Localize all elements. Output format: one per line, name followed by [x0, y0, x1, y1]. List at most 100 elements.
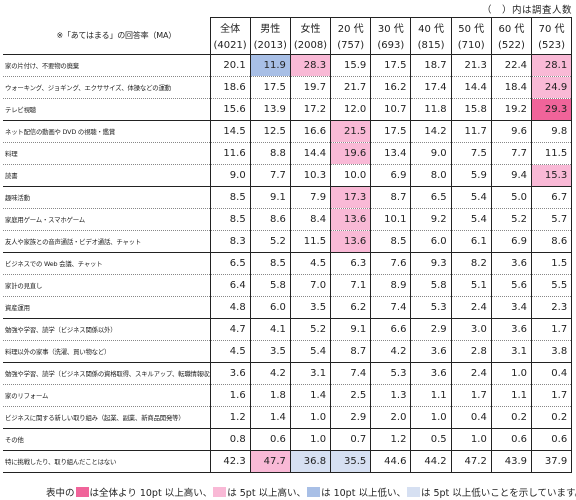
row-label: その他	[3, 428, 210, 451]
table-row: 料理以外の家事（洗濯、買い物など） 4.5 3.5 5.4 8.7 4.2 3.6 2.8 3.…	[3, 340, 573, 363]
value-cell: 8.5	[209, 208, 251, 231]
value-cell: 21.3	[450, 54, 492, 77]
row-label: ビジネスに関する新しい取り組み（起業、副業、新商品開発等）	[3, 406, 210, 429]
value-cell: 11.9	[249, 54, 291, 77]
value-cell: 7.4	[370, 296, 411, 319]
value-cell: 13.6	[330, 230, 371, 253]
value-cell: 28.1	[530, 54, 573, 77]
value-cell: 6.7	[530, 186, 573, 209]
value-cell: 8.7	[370, 186, 411, 209]
value-cell: 0.6	[490, 428, 532, 451]
value-cell: 16.2	[370, 76, 411, 99]
table-row: ビジネスに関する新しい取り組み（起業、副業、新商品開発等） 1.2 1.4 1.0 2.…	[3, 406, 573, 429]
value-cell: 11.5	[530, 142, 573, 165]
value-cell: 5.9	[450, 164, 492, 187]
value-cell: 8.7	[330, 340, 371, 363]
value-cell: 11.8	[410, 98, 452, 121]
value-cell: 12.0	[330, 98, 371, 121]
column-count: (4021)	[209, 36, 251, 55]
value-cell: 15.9	[330, 54, 371, 77]
table-row: ビジネスでの Web 会議、チャット 6.5 8.5 4.5 6.3 7.6 9.3 8.2 3…	[3, 252, 573, 275]
value-cell: 4.8	[209, 296, 251, 319]
value-cell: 5.3	[410, 296, 452, 319]
column-header: 30 代	[370, 17, 411, 36]
value-cell: 2.4	[450, 296, 492, 319]
value-cell: 17.5	[370, 120, 411, 143]
value-cell: 9.1	[249, 186, 291, 209]
column-header: 70 代	[530, 17, 573, 36]
value-cell: 5.4	[450, 186, 492, 209]
legend-swatch	[406, 487, 420, 497]
value-cell: 9.0	[410, 142, 452, 165]
value-cell: 16.6	[289, 120, 331, 143]
value-cell: 42.3	[209, 450, 251, 473]
value-cell: 4.5	[209, 340, 251, 363]
value-cell: 5.2	[490, 208, 532, 231]
value-cell: 11.6	[209, 142, 251, 165]
column-count: (523)	[530, 36, 573, 55]
table-row: 家の片付け、不要物の廃棄 20.1 11.9 28.3 15.9 17.5 18.7 21.3…	[3, 54, 573, 77]
value-cell: 5.4	[289, 340, 331, 363]
value-cell: 8.5	[249, 252, 291, 275]
legend-swatch	[307, 487, 321, 497]
value-cell: 4.2	[370, 340, 411, 363]
value-cell: 1.0	[450, 428, 492, 451]
value-cell: 4.1	[249, 318, 291, 341]
table-row: 資産運用 4.8 6.0 3.5 6.2 7.4 5.3 2.4 3.4 2.3	[3, 296, 573, 319]
value-cell: 10.0	[330, 164, 371, 187]
value-cell: 2.0	[370, 406, 411, 429]
row-label: 料理以外の家事（洗濯、買い物など）	[3, 340, 210, 363]
value-cell: 1.1	[490, 384, 532, 407]
legend-text: は 5pt 以上高い、	[227, 488, 307, 499]
value-cell: 43.9	[490, 450, 532, 473]
value-cell: 5.0	[490, 186, 532, 209]
value-cell: 13.9	[249, 98, 291, 121]
value-cell: 3.5	[289, 296, 331, 319]
table-row: 料理 11.6 8.8 14.4 19.6 13.4 9.0 7.5 7.7 11.5	[3, 142, 573, 165]
column-header: 40 代	[410, 17, 452, 36]
value-cell: 28.3	[289, 54, 331, 77]
value-cell: 0.6	[249, 428, 291, 451]
value-cell: 9.4	[490, 164, 532, 187]
legend-prefix: 表中の	[46, 488, 75, 499]
value-cell: 7.0	[289, 274, 331, 297]
table-row: 勉強や学習、読学（ビジネス関係以外） 4.7 4.1 5.2 9.1 6.6 2.9 3.0 3…	[3, 318, 573, 341]
value-cell: 17.5	[249, 76, 291, 99]
value-cell: 8.2	[450, 252, 492, 275]
table-row: ウォーキング、ジョギング、エクササイズ、体操などの運動 18.6 17.5 19.7 2…	[3, 76, 573, 99]
value-cell: 5.6	[490, 274, 532, 297]
value-cell: 10.7	[370, 98, 411, 121]
value-cell: 8.5	[370, 230, 411, 253]
value-cell: 15.8	[450, 98, 492, 121]
value-cell: 7.4	[330, 362, 371, 385]
legend-text: は全体より 10pt 以上高い、	[89, 488, 213, 499]
value-cell: 3.1	[490, 340, 532, 363]
value-cell: 44.6	[370, 450, 411, 473]
value-cell: 5.1	[450, 274, 492, 297]
value-cell: 19.6	[330, 142, 371, 165]
value-cell: 3.6	[410, 340, 452, 363]
column-header: 20 代	[330, 17, 371, 36]
column-header: 50 代	[450, 17, 492, 36]
row-label: 特に挑戦したり、取り組んだことはない	[3, 450, 210, 473]
value-cell: 19.7	[289, 76, 331, 99]
value-cell: 5.8	[249, 274, 291, 297]
value-cell: 2.9	[330, 406, 371, 429]
column-count: (2008)	[289, 36, 331, 55]
value-cell: 0.7	[330, 428, 371, 451]
value-cell: 5.4	[450, 208, 492, 231]
row-label: 友人や家族との音声通話・ビデオ通話、チャット	[3, 230, 210, 253]
value-cell: 9.2	[410, 208, 452, 231]
value-cell: 9.1	[330, 318, 371, 341]
value-cell: 6.5	[209, 252, 251, 275]
header-row-labels: ※「あてはまる」の回答率（MA） 全体 男性 女性 20 代 30 代 40 代 50 代 60…	[3, 17, 573, 55]
value-cell: 35.5	[330, 450, 371, 473]
value-cell: 5.7	[530, 208, 573, 231]
value-cell: 6.1	[450, 230, 492, 253]
value-cell: 9.3	[410, 252, 452, 275]
value-cell: 9.6	[490, 120, 532, 143]
row-label: ネット配信の動画や DVD の視聴・鑑賞	[3, 120, 210, 143]
value-cell: 1.1	[410, 384, 452, 407]
value-cell: 2.3	[530, 296, 573, 319]
row-label: ウォーキング、ジョギング、エクササイズ、体操などの運動	[3, 76, 210, 99]
